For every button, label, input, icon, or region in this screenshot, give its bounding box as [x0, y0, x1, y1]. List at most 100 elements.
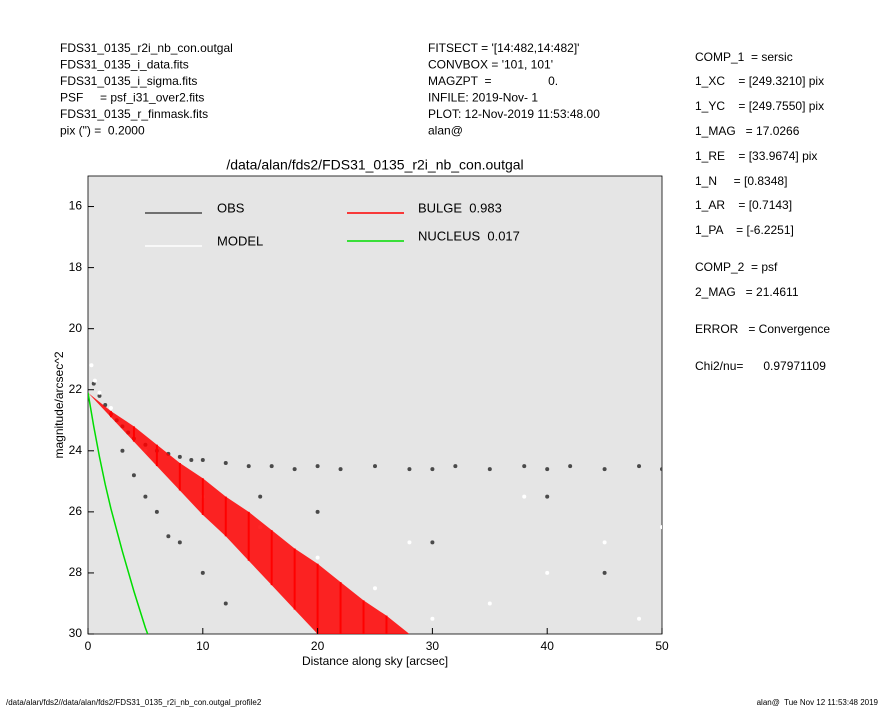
data-point [177, 540, 182, 545]
header-right-line: Chi2/nu= 0.97971109 [695, 359, 826, 373]
header-middle-line: INFILE: 2019-Nov- 1 [428, 91, 538, 105]
y-tick-label: 20 [69, 321, 83, 335]
header-left-line: PSF = psf_i31_over2.fits [60, 91, 204, 105]
header-middle-line: alan@ [428, 124, 463, 138]
data-point [166, 534, 171, 539]
data-point [177, 454, 182, 459]
header-right-line: 2_MAG = 21.4611 [695, 285, 799, 299]
header-right-line: 1_N = [0.8348] [695, 174, 787, 188]
bulge-area [88, 392, 410, 634]
data-point [97, 393, 102, 398]
data-point [200, 570, 205, 575]
header-right-line: 1_AR = [0.7143] [695, 198, 792, 212]
data-point [637, 616, 642, 621]
x-tick-label: 30 [426, 639, 440, 653]
header-left-line: FDS31_0135_r2i_nb_con.outgal [60, 41, 233, 55]
y-tick-label: 26 [69, 504, 83, 518]
data-point [338, 467, 343, 472]
data-point [154, 509, 159, 514]
header-right-line: 1_XC = [249.3210] pix [695, 74, 824, 88]
legend-label: MODEL [217, 233, 263, 248]
header-right-line: ERROR = Convergence [695, 322, 830, 336]
header-middle-line: PLOT: 12-Nov-2019 11:53:48.00 [428, 107, 600, 121]
header-right-line: 1_MAG = 17.0266 [695, 124, 800, 138]
data-point [568, 464, 573, 469]
data-point [430, 467, 435, 472]
header-right-line: 1_YC = [249.7550] pix [695, 99, 824, 113]
x-tick-label: 20 [311, 639, 325, 653]
data-point [453, 464, 458, 469]
data-point [602, 570, 607, 575]
data-point [315, 464, 320, 469]
header-right-line: COMP_1 = sersic [695, 50, 793, 64]
data-point [131, 473, 136, 478]
data-point [430, 540, 435, 545]
data-point [200, 457, 205, 462]
y-tick-label: 30 [69, 626, 83, 640]
footer-left: /data/alan/fds2//data/alan/fds2/FDS31_01… [6, 698, 262, 707]
nucleus-line [88, 392, 149, 634]
data-point [246, 464, 251, 469]
data-point [373, 464, 377, 469]
legend-label: OBS [217, 200, 245, 215]
data-point [545, 570, 550, 575]
x-tick-label: 0 [85, 639, 92, 653]
legend-label: BULGE 0.983 [418, 200, 502, 215]
x-tick-label: 50 [655, 639, 669, 653]
data-point [89, 363, 94, 368]
y-axis-label: magnitude/arcsec^2 [52, 351, 66, 458]
data-point [108, 406, 113, 411]
data-point [487, 601, 492, 606]
data-point [223, 461, 228, 466]
header-middle-line: CONVBOX = '101, 101' [428, 58, 553, 72]
chart-title: /data/alan/fds2/FDS31_0135_r2i_nb_con.ou… [226, 157, 523, 173]
data-point [269, 464, 274, 469]
data-point [143, 494, 148, 499]
data-point [602, 540, 607, 545]
data-point [545, 494, 550, 499]
x-axis-label: Distance along sky [arcsec] [302, 654, 448, 668]
data-point [120, 448, 125, 453]
data-point [487, 467, 492, 472]
x-tick-label: 40 [541, 639, 555, 653]
data-point [660, 525, 662, 530]
data-point [373, 586, 377, 591]
data-point [97, 390, 102, 395]
x-tick-label: 10 [196, 639, 210, 653]
data-point [430, 616, 435, 621]
header-left-line: pix (") = 0.2000 [60, 124, 145, 138]
y-tick-label: 24 [69, 443, 83, 457]
data-point [91, 381, 96, 386]
data-point [602, 467, 607, 472]
header-right-line: 1_RE = [33.9674] pix [695, 149, 817, 163]
header-middle-line: FITSECT = '[14:482,14:482]' [428, 41, 579, 55]
data-point [92, 378, 97, 383]
header-right-line: COMP_2 = psf [695, 260, 778, 274]
y-tick-label: 22 [69, 382, 83, 396]
data-point [545, 467, 550, 472]
data-point [522, 494, 527, 499]
data-point [223, 601, 228, 606]
y-tick-label: 28 [69, 565, 83, 579]
data-point [189, 457, 194, 462]
data-point [315, 555, 320, 560]
header-left-line: FDS31_0135_i_sigma.fits [60, 74, 197, 88]
y-tick-label: 16 [69, 199, 83, 213]
data-point [407, 540, 412, 545]
legend-label: NUCLEUS 0.017 [418, 228, 520, 243]
header-right-line: 1_PA = [-6.2251] [695, 223, 794, 237]
header-left-line: FDS31_0135_i_data.fits [60, 58, 189, 72]
footer-right: alan@ Tue Nov 12 11:53:48 2019 [757, 698, 879, 707]
data-point [258, 494, 263, 499]
y-tick-label: 18 [69, 260, 83, 274]
header-middle-line: MAGZPT = 0. [428, 74, 558, 88]
data-point [407, 467, 412, 472]
data-point [660, 467, 662, 472]
data-point [292, 467, 297, 472]
data-point [522, 464, 527, 469]
data-point [315, 509, 320, 514]
plot-area [87, 175, 663, 635]
data-point [637, 464, 642, 469]
header-left-line: FDS31_0135_r_finmask.fits [60, 107, 208, 121]
